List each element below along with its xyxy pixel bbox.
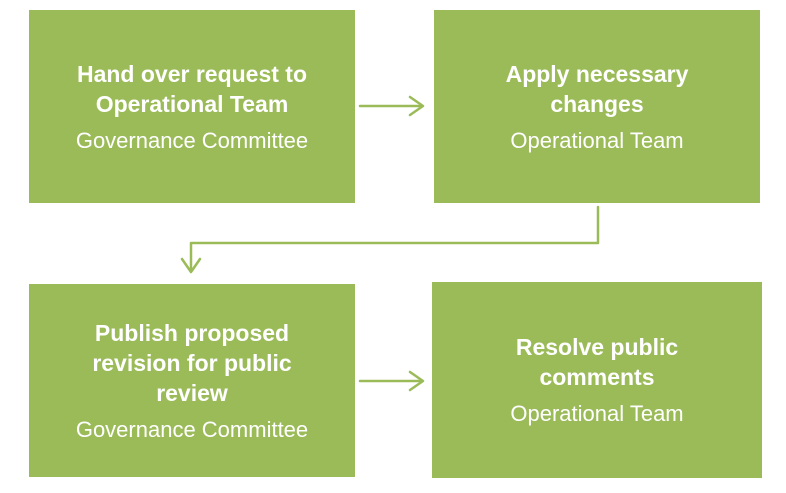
step-resolve-comments: Resolve public comments Operational Team (432, 282, 762, 478)
step-publish-revision: Publish proposed revision for public rev… (29, 284, 355, 477)
step-title: Resolve public comments (515, 334, 679, 390)
step-apply-changes: Apply necessary changes Operational Team (434, 10, 760, 203)
step-owner: Operational Team (510, 127, 684, 153)
step-owner: Operational Team (510, 401, 684, 426)
step-owner: Governance Committee (75, 416, 309, 442)
step-title: Publish proposed revision for public rev… (92, 319, 292, 406)
step-hand-over-request: Hand over request to Operational Team Go… (29, 10, 355, 203)
arrow-step3-to-step4 (358, 370, 425, 392)
step-title: Hand over request to Operational Team (76, 60, 308, 117)
arrow-step2-to-step3 (180, 205, 600, 274)
step-title: Apply necessary changes (505, 60, 689, 117)
step-owner: Governance Committee (75, 127, 309, 153)
arrow-step1-to-step2 (358, 95, 425, 117)
